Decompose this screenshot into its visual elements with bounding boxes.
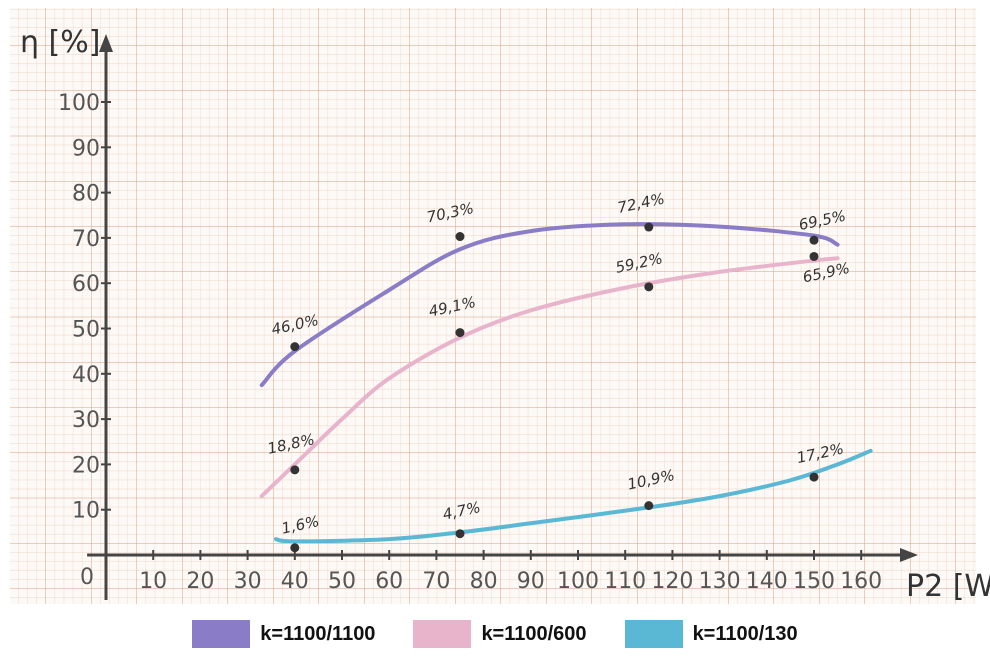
legend-swatch bbox=[624, 620, 683, 648]
efficiency-chart: 10 20 30 40 50 60 70 80 90 100 110 120 130 140 150 1601… bbox=[10, 8, 990, 604]
x-tick-label: 50 bbox=[328, 569, 356, 594]
x-axis-arrow bbox=[900, 548, 918, 562]
legend-item-1100-600: k=1100/600 bbox=[413, 620, 587, 648]
legend-item-1100-1100: k=1100/1100 bbox=[192, 620, 375, 648]
legend-label: k=1100/1100 bbox=[260, 622, 376, 645]
series-curves bbox=[259, 222, 873, 544]
data-point bbox=[644, 282, 654, 292]
axes bbox=[87, 34, 918, 600]
data-point bbox=[290, 342, 300, 352]
data-point bbox=[809, 472, 819, 482]
x-tick-label: 80 bbox=[470, 569, 498, 594]
y-tick-label: 70 bbox=[72, 227, 100, 252]
data-point bbox=[809, 235, 819, 245]
data-point bbox=[455, 529, 465, 539]
x-tick-label: 110 bbox=[604, 569, 646, 594]
x-tick-label: 90 bbox=[517, 569, 545, 594]
legend-label: k=1100/130 bbox=[692, 622, 798, 645]
data-point bbox=[644, 501, 654, 511]
x-tick-label: 40 bbox=[281, 569, 309, 594]
data-point bbox=[809, 251, 819, 261]
series-line-0 bbox=[259, 222, 840, 388]
x-tick-label: 20 bbox=[186, 569, 214, 594]
origin-label: 0 bbox=[80, 565, 94, 590]
data-point bbox=[455, 232, 465, 242]
graph-paper-grid bbox=[10, 8, 976, 604]
y-tick-label: 80 bbox=[72, 182, 100, 207]
x-tick-label: 130 bbox=[699, 569, 741, 594]
legend-swatch bbox=[192, 620, 251, 648]
x-tick-label: 30 bbox=[234, 569, 262, 594]
data-point bbox=[644, 222, 654, 232]
legend-swatch bbox=[413, 620, 472, 648]
x-tick-label: 140 bbox=[746, 569, 788, 594]
y-tick-label: 20 bbox=[72, 453, 100, 478]
x-tick-label: 150 bbox=[793, 569, 835, 594]
x-tick-label: 60 bbox=[375, 569, 403, 594]
y-tick-label: 40 bbox=[72, 363, 100, 388]
legend-item-1100-130: k=1100/130 bbox=[624, 620, 798, 648]
legend-label: k=1100/600 bbox=[481, 622, 587, 645]
series-line-2 bbox=[273, 448, 873, 544]
x-tick-label: 100 bbox=[557, 569, 599, 594]
x-tick-label: 10 bbox=[139, 569, 167, 594]
data-point bbox=[455, 328, 465, 338]
x-axis-title: P2 [W] bbox=[906, 569, 990, 604]
y-tick-label: 30 bbox=[72, 408, 100, 433]
y-axis-arrow bbox=[99, 34, 113, 52]
y-axis-title: η [%] bbox=[20, 25, 100, 60]
series-line-1 bbox=[259, 256, 840, 499]
y-tick-label: 10 bbox=[72, 499, 100, 524]
tick-labels: 10 20 30 40 50 60 70 80 90 100 110 120 130 140 150 1601… bbox=[58, 91, 882, 594]
x-tick-label: 70 bbox=[422, 569, 450, 594]
data-point bbox=[290, 543, 300, 553]
y-tick-label: 90 bbox=[72, 136, 100, 161]
y-tick-label: 50 bbox=[72, 318, 100, 343]
legend: k=1100/1100 k=1100/600 k=1100/130 bbox=[0, 612, 990, 656]
y-tick-label: 60 bbox=[72, 272, 100, 297]
x-tick-label: 120 bbox=[651, 569, 693, 594]
y-tick-label: 100 bbox=[58, 91, 100, 116]
x-tick-label: 160 bbox=[840, 569, 882, 594]
data-point bbox=[290, 465, 300, 475]
